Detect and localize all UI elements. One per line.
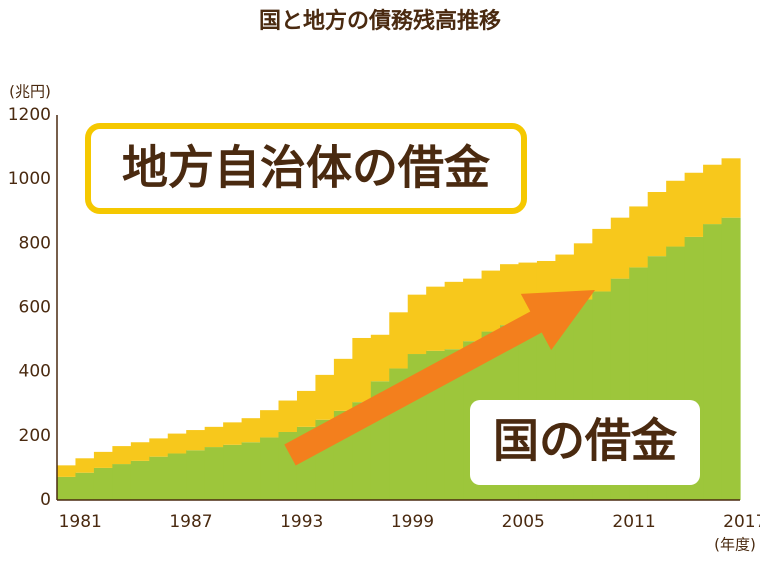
- bar-segment: [112, 464, 132, 500]
- bar-segment: [278, 400, 298, 432]
- bar-segment: [463, 278, 483, 342]
- bar-segment: [573, 243, 593, 300]
- bar-segment: [204, 426, 224, 448]
- national-debt-label: 国の借金: [493, 414, 678, 468]
- x-axis-unit: (年度): [714, 536, 756, 554]
- y-tick-label: 1200: [8, 105, 51, 125]
- y-tick-label: 400: [19, 362, 51, 382]
- bar-segment: [93, 467, 113, 500]
- bar-segment: [112, 446, 132, 465]
- bar-segment: [647, 192, 667, 257]
- bar-segment: [721, 217, 741, 500]
- chart-title: 国と地方の債務残高推移: [259, 8, 501, 34]
- bar-segment: [333, 358, 353, 411]
- bar-segment: [684, 172, 704, 237]
- bar-segment: [57, 476, 77, 500]
- x-tick-label: 1981: [59, 512, 102, 532]
- y-tick-label: 0: [40, 490, 51, 510]
- bar-segment: [241, 418, 261, 443]
- bar-segment: [629, 206, 649, 268]
- annotations: 地方自治体の借金 国の借金: [85, 123, 700, 485]
- bar-segment: [407, 294, 427, 355]
- x-tick-label: 2017: [723, 512, 760, 532]
- y-tick-label: 200: [19, 426, 51, 446]
- bar-segment: [186, 450, 206, 500]
- bar-segment: [444, 281, 464, 350]
- local-debt-label: 地方自治体の借金: [122, 141, 491, 195]
- bar-segment: [204, 447, 224, 500]
- bar-segment: [223, 422, 243, 445]
- x-tick-label: 1993: [280, 512, 323, 532]
- bar-segment: [167, 433, 187, 454]
- bar-segment: [352, 337, 372, 403]
- y-axis-unit: (兆円): [9, 83, 51, 101]
- bar-segment: [389, 312, 409, 369]
- bar-segment: [370, 334, 390, 382]
- y-tick-label: 1000: [8, 169, 51, 189]
- bar-segment: [500, 264, 520, 326]
- bar-segment: [241, 442, 261, 500]
- y-tick-label: 800: [19, 233, 51, 253]
- bar-segment: [260, 410, 280, 438]
- x-tick-label: 1987: [169, 512, 212, 532]
- bar-segment: [703, 224, 723, 501]
- bar-segment: [149, 456, 169, 500]
- bar-segment: [186, 430, 206, 451]
- y-tick-label: 600: [19, 298, 51, 318]
- bar-segment: [167, 453, 187, 500]
- x-tick-label: 2011: [612, 512, 655, 532]
- x-tick-label: 1999: [391, 512, 434, 532]
- bar-segment: [149, 438, 169, 457]
- x-tick-label: 2005: [502, 512, 545, 532]
- bar-segment: [610, 217, 630, 279]
- bar-segment: [592, 228, 612, 292]
- bar-segment: [130, 460, 150, 500]
- bar-segment: [721, 158, 741, 218]
- bar-segment: [426, 286, 446, 351]
- bar-segment: [130, 442, 150, 461]
- bar-segment: [315, 374, 335, 420]
- local-debt-box: [85, 123, 527, 214]
- bar-segment: [75, 458, 95, 473]
- bar-segment: [223, 444, 243, 500]
- bar-segment: [666, 180, 686, 247]
- bar-segment: [260, 437, 280, 500]
- bar-segment: [57, 465, 77, 477]
- bar-segment: [703, 164, 723, 225]
- bar-segment: [296, 390, 317, 427]
- bar-segment: [481, 270, 501, 332]
- bar-segment: [75, 472, 95, 500]
- bar-segment: [93, 451, 113, 468]
- bar-segment: [444, 349, 464, 500]
- trend-arrow: [284, 290, 595, 466]
- national-debt-box: [470, 400, 700, 485]
